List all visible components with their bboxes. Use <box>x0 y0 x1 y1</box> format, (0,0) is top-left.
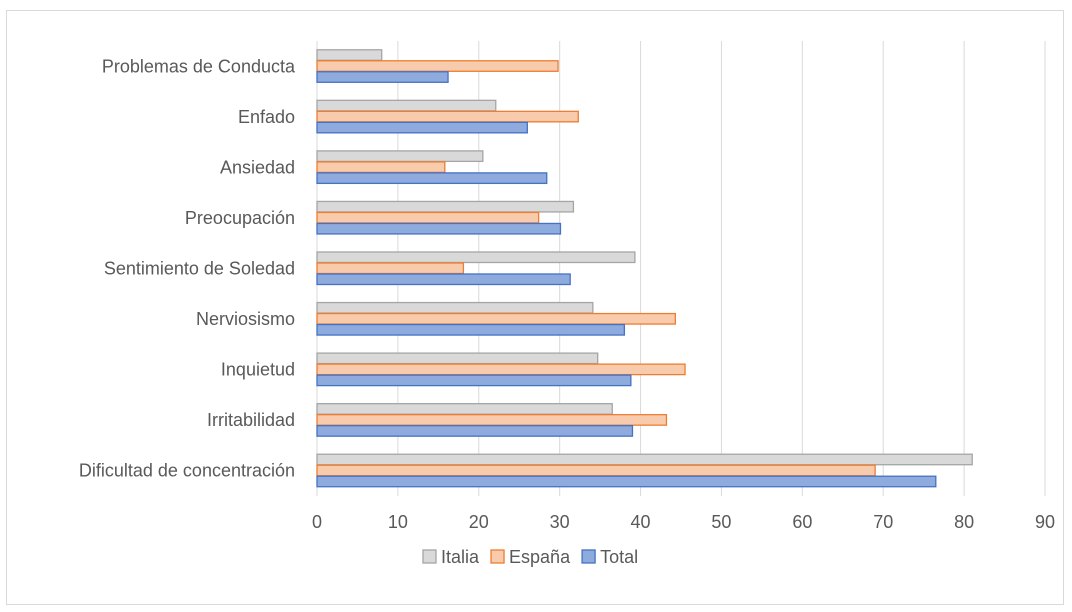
bar-espaa <box>316 110 579 123</box>
legend-label: Total <box>600 547 638 567</box>
category-labels: Dificultad de concentración Irritabilidad… <box>79 56 296 480</box>
bar-total <box>316 323 626 336</box>
bar-total <box>316 172 548 185</box>
x-tick-label: 40 <box>631 512 651 532</box>
bar-total <box>316 71 449 83</box>
x-tick-label: 20 <box>469 512 489 532</box>
x-tick-label: 30 <box>550 512 570 532</box>
bar-espaa <box>316 414 668 426</box>
category-label: Dificultad de concentración <box>79 461 295 481</box>
chart-frame: Dificultad de concentración Irritabilidad… <box>6 10 1064 605</box>
x-tick-label: 50 <box>711 512 731 532</box>
x-tick-label: 70 <box>873 512 893 532</box>
bar-total <box>316 222 562 235</box>
category-label: Irritabilidad <box>207 410 295 430</box>
x-tick-label: 0 <box>312 512 322 532</box>
x-tick-label: 10 <box>388 512 408 532</box>
bar-espaa <box>316 60 559 72</box>
bar-italia <box>316 352 599 365</box>
bar-italia <box>316 200 575 213</box>
legend: Italia España Total <box>422 547 638 567</box>
category-label: Sentimiento de Soledad <box>104 259 295 279</box>
bar-italia <box>316 453 973 466</box>
category-label: Problemas de Conducta <box>102 56 296 76</box>
bar-espaa <box>316 161 446 174</box>
bar-chart: Dificultad de concentración Irritabilidad… <box>79 41 1055 567</box>
x-tick-labels: 0 10 20 30 40 50 60 70 80 90 <box>312 512 1055 532</box>
category-label: Nerviosismo <box>196 309 295 329</box>
bar-espaa <box>316 211 540 224</box>
bar-total <box>316 273 571 286</box>
bar-italia <box>316 251 636 264</box>
bar-italia <box>316 403 613 415</box>
bar-espaa <box>316 262 465 275</box>
category-label: Ansiedad <box>220 157 295 177</box>
bar-total <box>316 374 632 387</box>
bar-espaa <box>316 363 686 376</box>
bar-espaa <box>316 464 876 477</box>
bar-italia <box>316 150 484 163</box>
x-tick-label: 90 <box>1035 512 1055 532</box>
bar-total <box>316 121 528 134</box>
category-label: Preocupación <box>185 208 295 228</box>
legend-swatch <box>422 549 437 564</box>
bars <box>316 49 973 488</box>
bar-italia <box>316 301 594 314</box>
bar-italia <box>316 49 383 61</box>
legend-label: España <box>509 547 571 567</box>
bar-total <box>316 475 937 488</box>
x-tick-label: 60 <box>792 512 812 532</box>
category-label: Inquietud <box>221 360 295 380</box>
legend-swatch <box>490 549 505 564</box>
bar-italia <box>316 99 497 112</box>
bar-espaa <box>316 312 676 325</box>
legend-swatch <box>581 549 596 564</box>
category-label: Enfado <box>238 107 295 127</box>
bar-total <box>316 425 634 437</box>
legend-label: Italia <box>441 547 480 567</box>
x-tick-label: 80 <box>954 512 974 532</box>
